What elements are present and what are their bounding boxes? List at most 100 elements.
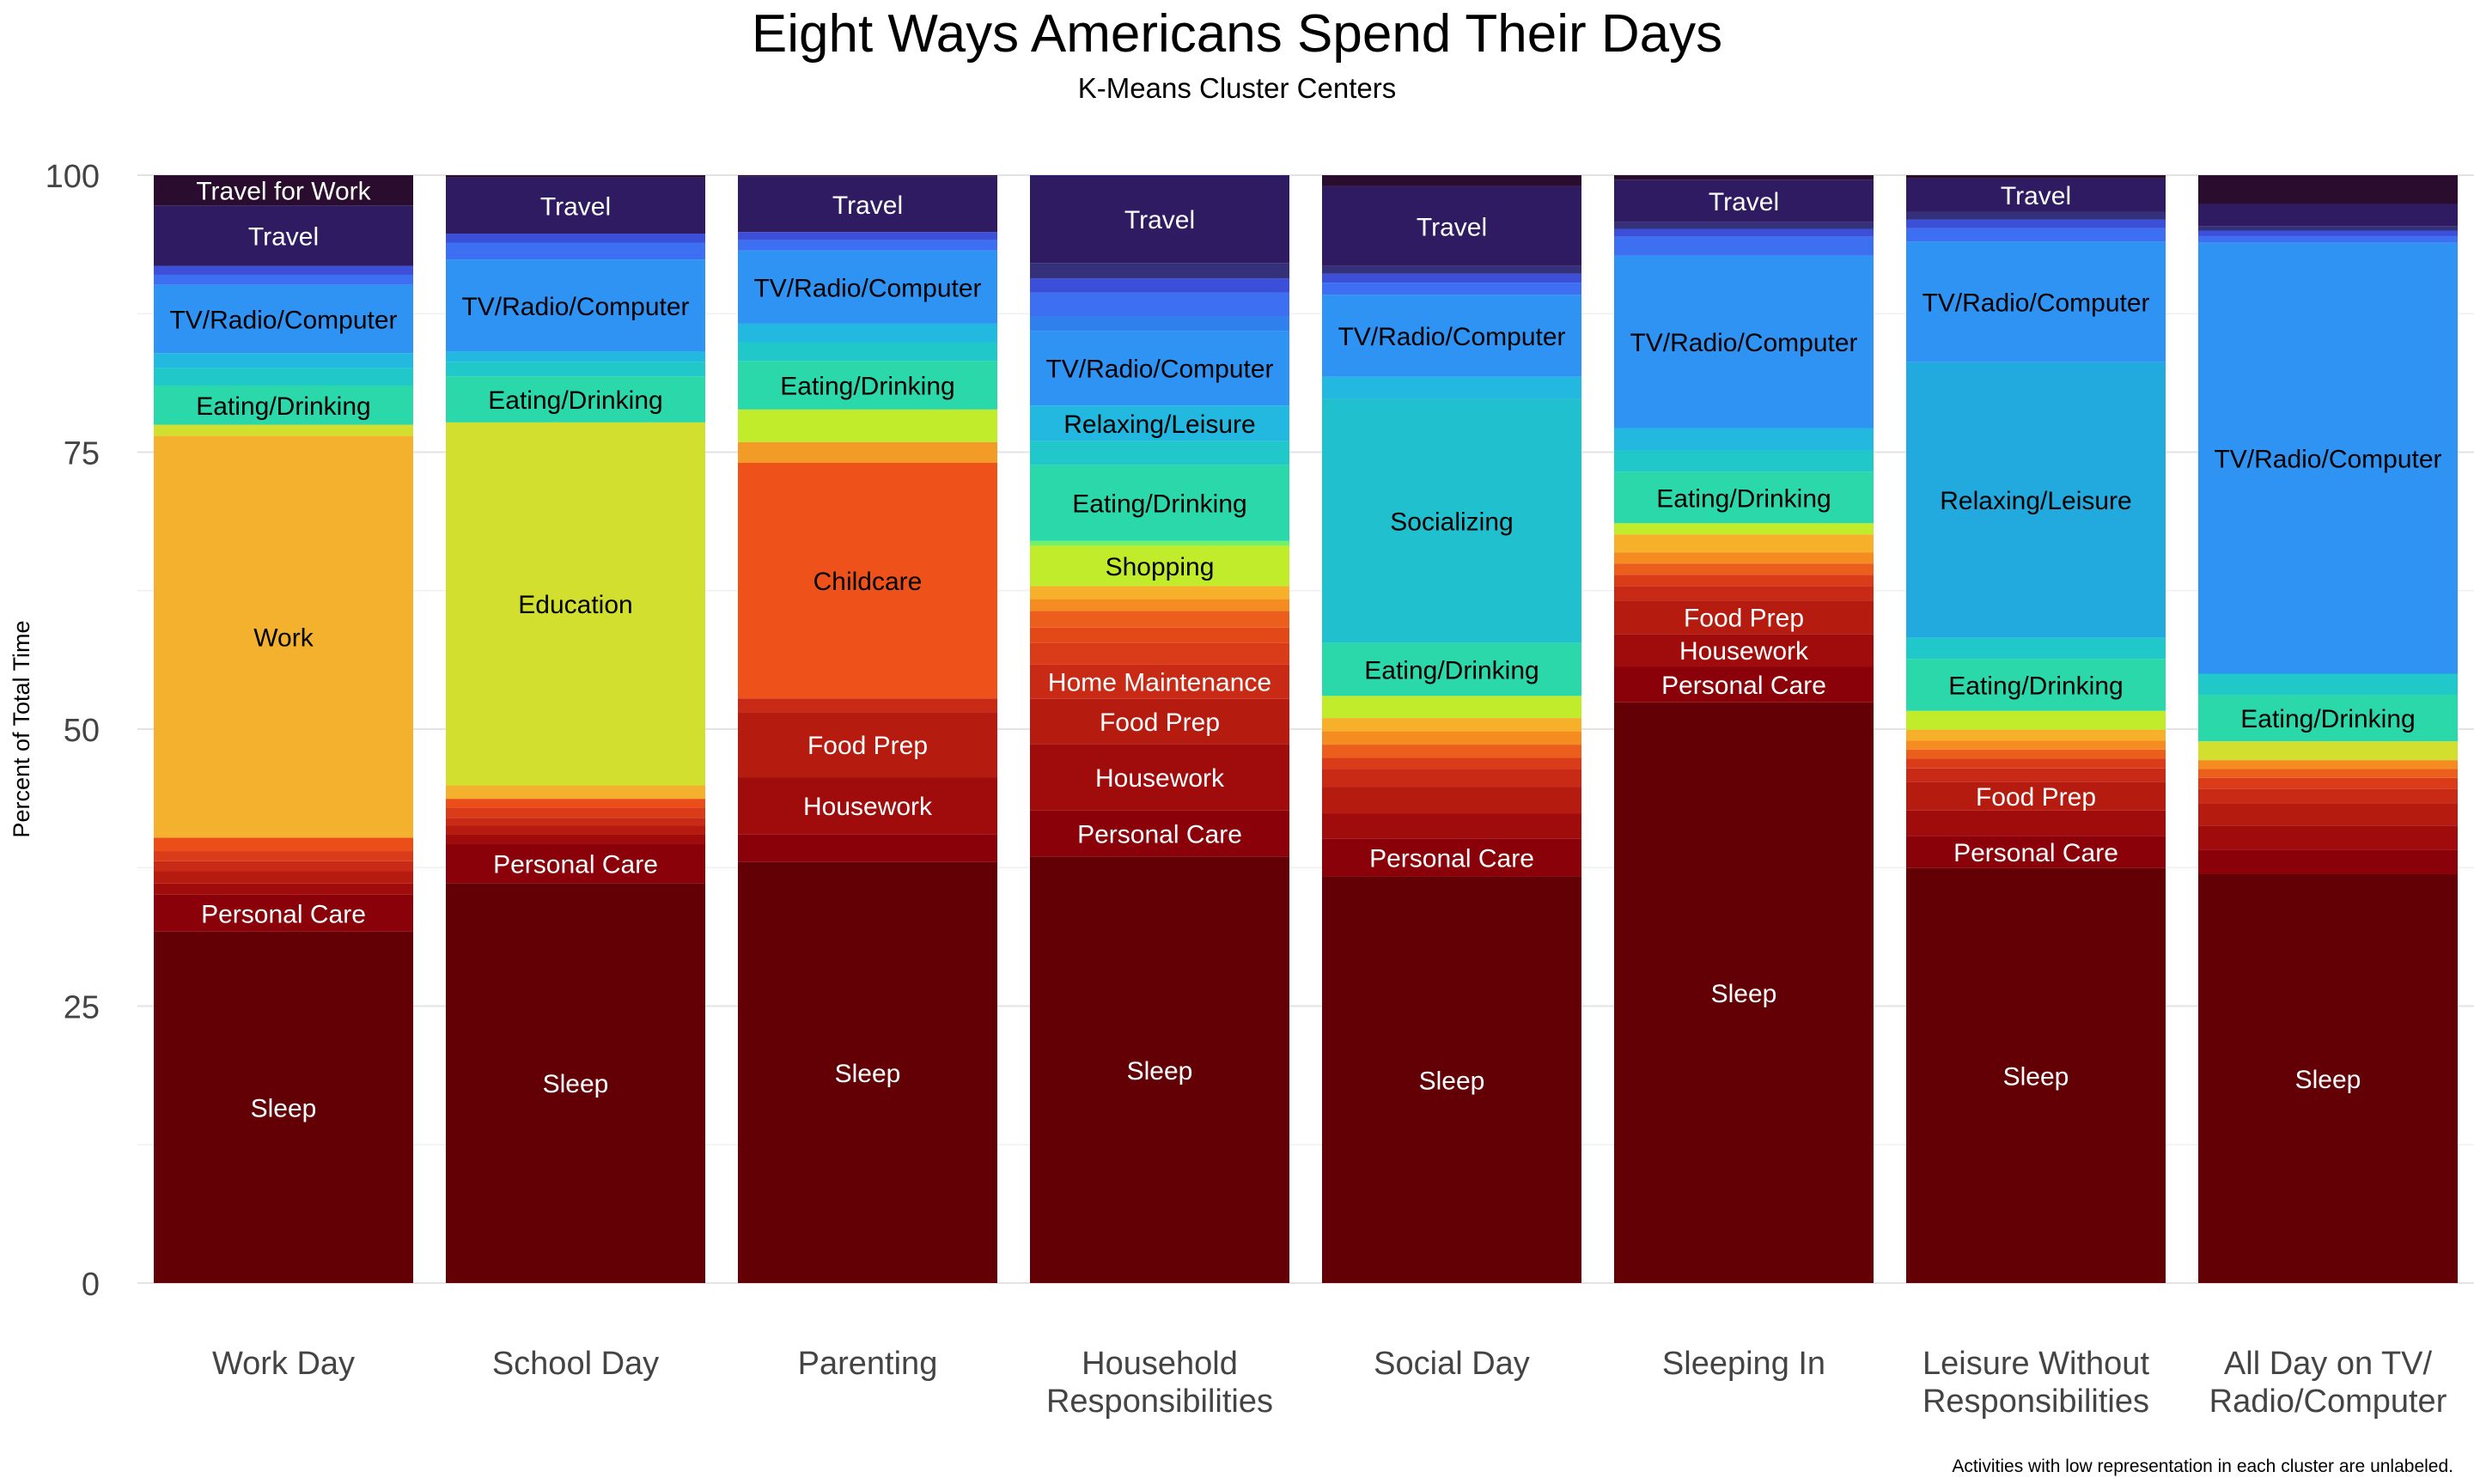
x-tick-label: Social Day <box>1374 1346 1530 1382</box>
segment-label: Eating/Drinking <box>1656 484 1831 513</box>
bar-segment <box>2198 849 2458 874</box>
segment-label: Eating/Drinking <box>1072 490 1246 519</box>
bar-segment <box>2198 230 2458 236</box>
bar-segment <box>1030 856 1289 1283</box>
bar-segment <box>738 712 997 778</box>
bar-segment <box>2198 235 2458 243</box>
x-tick-label: All Day on TV/ <box>2224 1346 2433 1382</box>
bar-segment <box>2198 673 2458 696</box>
bar-segment <box>1614 175 1874 180</box>
bar-segment <box>1030 545 1289 587</box>
bar-segment <box>1614 634 1874 667</box>
bar-segment <box>1906 749 2166 759</box>
segment-label: Sleep <box>1419 1067 1485 1095</box>
bar-segment <box>738 777 997 835</box>
segment-label: Education <box>518 591 632 619</box>
bar-segment <box>154 931 413 1283</box>
y-axis-label: Percent of Total Time <box>9 620 34 837</box>
bar-segment <box>1614 179 1874 222</box>
segment-label: Eating/Drinking <box>196 392 370 421</box>
bar-segment <box>446 843 705 884</box>
segment-label: Eating/Drinking <box>488 386 662 415</box>
bar-segment <box>154 424 413 436</box>
bar-segment <box>2198 242 2458 674</box>
bar-segment <box>2198 741 2458 761</box>
bar-segment <box>1906 637 2166 660</box>
segment-label: Sleep <box>2295 1066 2361 1094</box>
bar-segment <box>1322 769 1581 788</box>
bar-segment <box>446 807 705 818</box>
bar-segment <box>1322 265 1581 274</box>
x-tick-label: Sleeping In <box>1662 1346 1825 1382</box>
bar-segment <box>1906 758 2166 769</box>
segment-label: Personal Care <box>1369 845 1534 873</box>
segment-label: Eating/Drinking <box>1948 672 2123 700</box>
bar-segment <box>1030 664 1289 699</box>
bar-segment <box>446 259 705 352</box>
chart-subtitle: K-Means Cluster Centers <box>1077 72 1397 104</box>
bar-segment <box>1030 627 1289 643</box>
bar-segment <box>1906 178 2166 212</box>
bar-segment <box>1030 642 1289 665</box>
bar-segment <box>154 871 413 884</box>
bar-segment <box>1614 222 1874 229</box>
bar-segment <box>154 883 413 895</box>
x-tick-label: Leisure Without <box>1923 1346 2149 1382</box>
bar-segment <box>2198 803 2458 826</box>
bar-segment <box>2198 873 2458 1283</box>
bar-segment <box>2198 769 2458 778</box>
bar-segment <box>1322 813 1581 839</box>
bar-segment <box>446 177 705 234</box>
bar-segment <box>1030 586 1289 599</box>
bar-segment <box>738 323 997 343</box>
bar-segment <box>1906 729 2166 741</box>
segment-label: TV/Radio/Computer <box>1045 356 1273 384</box>
y-tick-label: 50 <box>64 713 100 749</box>
segment-label: Food Prep <box>807 732 928 760</box>
segment-label: Relaxing/Leisure <box>1940 487 2131 515</box>
segment-label: Childcare <box>813 568 923 596</box>
segment-label: Travel <box>540 192 611 221</box>
bar-segment <box>738 250 997 324</box>
segment-label: Eating/Drinking <box>2240 705 2415 733</box>
bar-segment <box>2198 204 2458 227</box>
segment-label: Food Prep <box>1100 709 1220 737</box>
bar-segment <box>446 351 705 362</box>
bar-segment <box>1906 362 2166 638</box>
bar-segment <box>2198 825 2458 850</box>
bar-segment <box>1322 838 1581 877</box>
segment-label: Eating/Drinking <box>780 372 954 400</box>
segment-label: Personal Care <box>1953 839 2118 867</box>
segment-label: Shopping <box>1106 553 1215 581</box>
x-tick-label: Responsibilities <box>1923 1384 2149 1420</box>
bar-segment <box>1322 757 1581 769</box>
segment-label: Travel <box>1124 206 1195 234</box>
bar-segment <box>1614 228 1874 237</box>
bar-segment <box>2198 760 2458 769</box>
bar-segment <box>1614 523 1874 535</box>
bar-segment <box>2198 788 2458 804</box>
bar-segment <box>1030 405 1289 441</box>
bar-segment <box>446 362 705 377</box>
bar-segment <box>1030 331 1289 406</box>
bar-segment <box>1322 283 1581 295</box>
segment-label: TV/Radio/Computer <box>753 274 981 302</box>
bar-segment <box>1906 867 2166 1283</box>
bar-segment <box>738 232 997 240</box>
bar-segment <box>154 368 413 386</box>
segment-label: Sleep <box>251 1094 317 1122</box>
bar-segment <box>154 353 413 368</box>
bar-segment <box>1906 740 2166 750</box>
bar-segment <box>1906 175 2166 179</box>
y-tick-label: 25 <box>64 990 100 1026</box>
bar-segment <box>1614 236 1874 256</box>
bar-segment <box>1322 718 1581 732</box>
bar-segment <box>154 274 413 285</box>
y-tick-label: 100 <box>46 159 100 195</box>
bar-segment <box>738 240 997 251</box>
bar-segment <box>1030 175 1289 264</box>
bar-segment <box>738 861 997 1283</box>
segment-label: Food Prep <box>1976 783 2096 812</box>
